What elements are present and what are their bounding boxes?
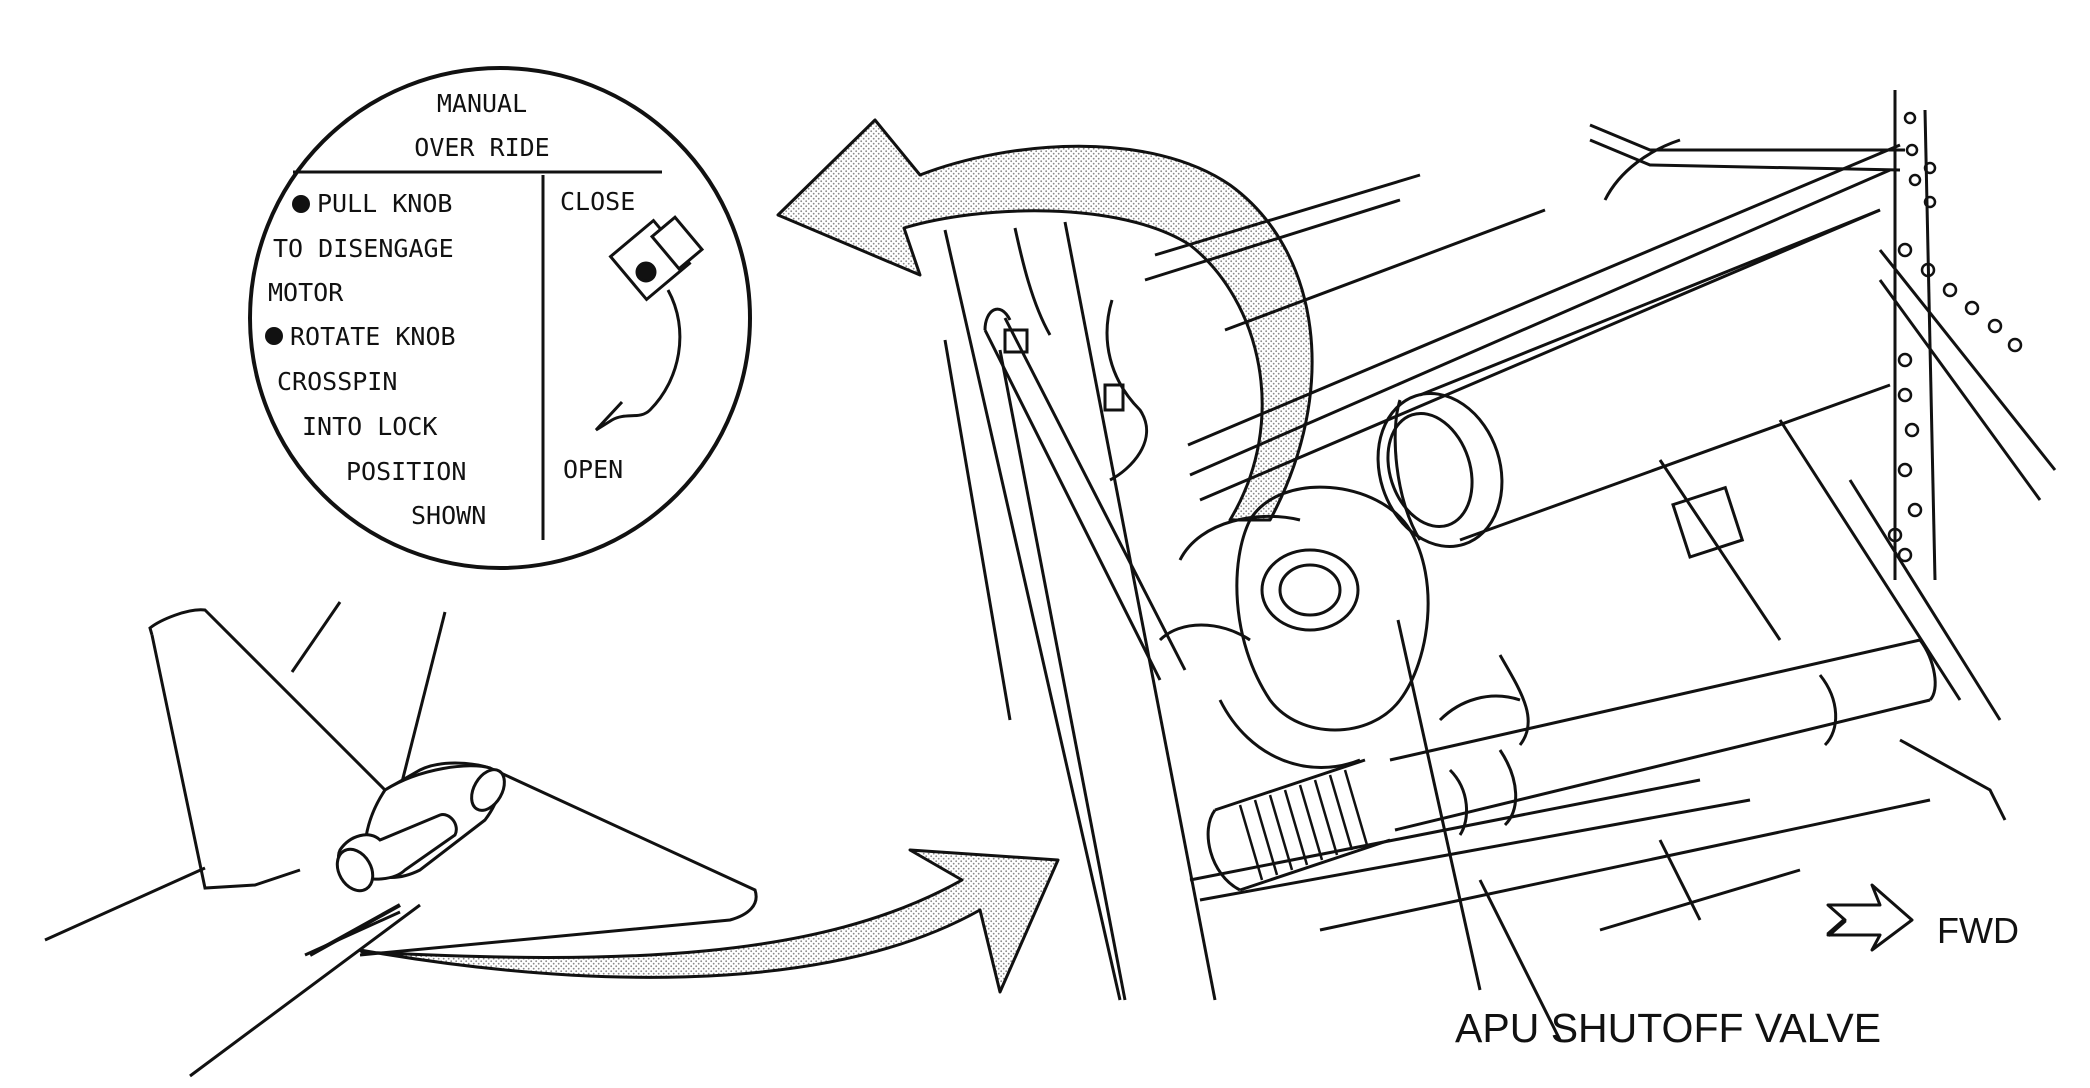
callout-arrow-lower bbox=[358, 848, 1060, 994]
placard-instruction-3: MOTOR bbox=[268, 278, 344, 307]
placard-instruction-4: ROTATE KNOB bbox=[290, 322, 456, 351]
fwd-label: FWD bbox=[1937, 910, 2019, 951]
placard-instruction-6: INTO LOCK bbox=[302, 412, 437, 441]
knob-position-icon bbox=[594, 215, 705, 432]
callout-arrow-upper bbox=[776, 118, 1314, 522]
apu-installation-line-art bbox=[943, 90, 2057, 1041]
placard-instruction-8: SHOWN bbox=[411, 501, 486, 530]
placard-instruction-1: PULL KNOB bbox=[317, 189, 452, 218]
forward-arrow-icon bbox=[1826, 883, 1914, 952]
placard-instruction-5: CROSSPIN bbox=[277, 367, 397, 396]
bullet-icon bbox=[265, 327, 283, 345]
placard-title-line1: MANUAL bbox=[437, 89, 527, 118]
aircraft-tail-thumbnail bbox=[44, 601, 758, 1078]
placard-instruction-7: POSITION bbox=[346, 457, 466, 486]
apu-shutoff-valve-label: APU SHUTOFF VALVE bbox=[1455, 1005, 1881, 1051]
placard-instruction-2: TO DISENGAGE bbox=[273, 234, 454, 263]
placard-title-line2: OVER RIDE bbox=[414, 133, 549, 162]
close-label: CLOSE bbox=[560, 187, 635, 216]
manual-override-placard: MANUAL OVER RIDE PULL KNOB TO DISENGAGE … bbox=[248, 66, 752, 570]
bullet-icon bbox=[292, 195, 310, 213]
leader-line bbox=[1396, 619, 1482, 991]
open-label: OPEN bbox=[563, 455, 623, 484]
